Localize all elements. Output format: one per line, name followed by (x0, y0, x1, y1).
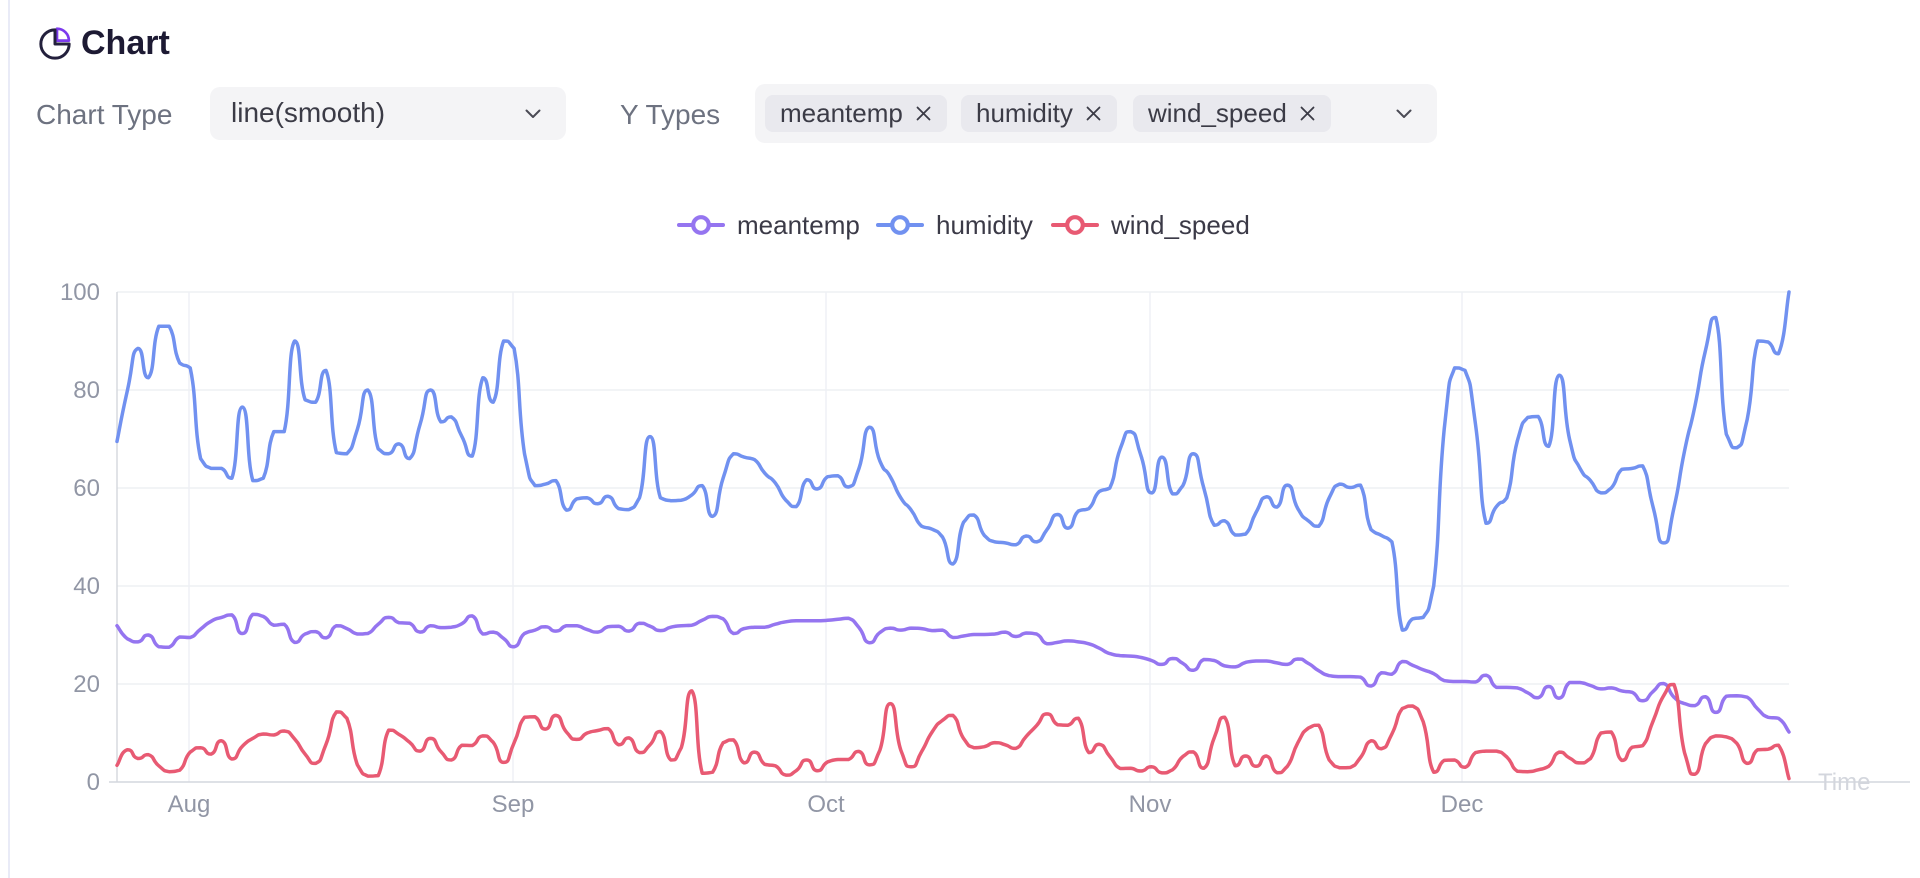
svg-text:meantemp: meantemp (737, 210, 860, 240)
svg-text:humidity: humidity (936, 210, 1033, 240)
svg-text:Dec: Dec (1441, 791, 1484, 818)
svg-text:100: 100 (60, 279, 100, 306)
svg-text:Aug: Aug (168, 791, 211, 818)
svg-text:0: 0 (87, 769, 100, 796)
svg-text:Oct: Oct (807, 791, 845, 818)
svg-text:40: 40 (73, 573, 100, 600)
svg-text:Sep: Sep (492, 791, 535, 818)
svg-text:wind_speed: wind_speed (1110, 210, 1250, 240)
svg-text:Nov: Nov (1129, 791, 1172, 818)
svg-text:60: 60 (73, 475, 100, 502)
svg-text:Time: Time (1818, 769, 1870, 796)
svg-text:80: 80 (73, 377, 100, 404)
svg-text:20: 20 (73, 671, 100, 698)
